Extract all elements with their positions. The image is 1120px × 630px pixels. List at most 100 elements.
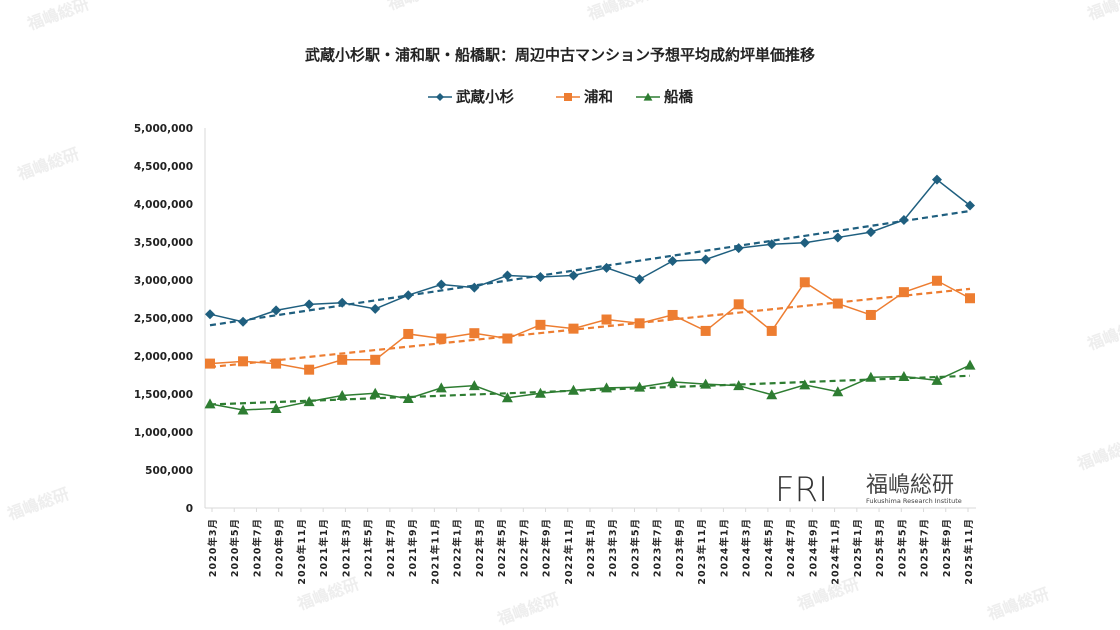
data-point-square (601, 314, 612, 325)
data-point-diamond (568, 270, 579, 281)
x-tick-label: 2022年7月 (518, 518, 530, 577)
data-point-diamond (667, 256, 678, 266)
x-tick-label: 2023年7月 (652, 518, 664, 577)
data-point-triangle (832, 386, 844, 397)
data-point-triangle (270, 402, 282, 413)
data-point-diamond (766, 239, 777, 250)
watermark-text: 福嶋総研 (1084, 314, 1120, 354)
x-tick-label: 2024年11月 (830, 518, 842, 585)
x-tick-label: 2024年9月 (807, 518, 819, 577)
chart-title: 武蔵小杉駅・浦和駅・船橋駅：周辺中古マンション予想平均成約坪単価推移 (305, 46, 815, 64)
x-tick-label: 2020年3月 (207, 518, 219, 577)
data-point-square (766, 325, 777, 336)
x-tick-label: 2022年9月 (541, 518, 553, 577)
trendlines (209, 209, 971, 406)
data-point-triangle (435, 382, 447, 393)
y-tick-label: 5,000,000 (134, 123, 193, 135)
data-point-diamond (601, 262, 612, 273)
data-point-square (238, 356, 249, 367)
trendline-square (209, 287, 971, 369)
data-point-triangle (402, 393, 414, 404)
x-tick-label: 2022年1月 (452, 518, 464, 577)
data-point-diamond (733, 243, 744, 254)
data-point-square (403, 328, 414, 339)
watermark-text: 福嶋総研 (494, 589, 562, 629)
data-point-triangle (733, 380, 745, 391)
x-tick-label: 2025年3月 (874, 518, 886, 577)
watermark-text: 福嶋総研 (984, 584, 1052, 624)
data-point-diamond (965, 200, 975, 211)
data-point-triangle (667, 376, 679, 387)
legend-label: 船橋 (664, 88, 693, 106)
data-point-diamond (799, 237, 810, 248)
x-tick-label: 2021年3月 (340, 518, 352, 577)
x-tick-label: 2020年5月 (229, 518, 241, 577)
data-point-square (469, 328, 480, 339)
x-tick-label: 2021年9月 (407, 518, 419, 577)
data-point-diamond (502, 270, 513, 281)
x-tick-label: 2021年1月 (318, 518, 330, 577)
data-point-diamond (469, 282, 480, 293)
y-tick-label: 2,500,000 (134, 313, 193, 325)
x-tick-label: 2020年11月 (296, 518, 308, 585)
y-tick-label: 500,000 (145, 465, 193, 477)
data-point-diamond (238, 316, 249, 327)
logo-subtitle: Fukushima Research Institute (866, 497, 962, 505)
series (204, 174, 976, 415)
data-point-square (304, 364, 315, 375)
logo-mark: FRI (775, 470, 828, 510)
data-point-square (634, 318, 645, 329)
data-point-square (568, 323, 579, 334)
legend-label: 浦和 (584, 88, 613, 106)
data-point-square (865, 309, 876, 320)
data-point-diamond (271, 305, 282, 316)
x-tick-label: 2023年9月 (674, 518, 686, 577)
data-point-triangle (898, 371, 910, 382)
data-point-diamond (865, 227, 876, 238)
x-tick-label: 2021年7月 (385, 518, 397, 577)
watermark-text: 福嶋総研 (1084, 0, 1120, 24)
x-tick-label: 2025年5月 (896, 518, 908, 577)
data-point-diamond (832, 232, 843, 243)
legend-marker-diamond (436, 93, 444, 101)
x-tick-label: 2022年3月 (474, 518, 486, 577)
logo-name: 福嶋総研 (866, 473, 954, 498)
x-tick-label: 2025年11月 (963, 518, 975, 585)
data-point-triangle (799, 379, 811, 390)
data-point-diamond (403, 290, 414, 301)
data-point-square (965, 293, 975, 304)
x-tick-label: 2025年1月 (852, 518, 864, 577)
data-point-square (799, 277, 810, 288)
watermark-text: 福嶋総研 (4, 484, 72, 524)
x-tick-label: 2023年5月 (629, 518, 641, 577)
x-tick-label: 2025年7月 (919, 518, 931, 577)
data-point-triangle (567, 384, 579, 395)
data-point-triangle (534, 387, 546, 398)
trendline-triangle (209, 374, 971, 406)
x-tick-label: 2020年9月 (274, 518, 286, 577)
data-point-diamond (337, 297, 348, 308)
fri-logo: FRI 福嶋総研 Fukushima Research Institute (775, 470, 962, 510)
data-point-diamond (898, 214, 909, 225)
data-point-triangle (700, 378, 712, 389)
data-point-triangle (468, 380, 480, 391)
y-tick-label: 4,000,000 (134, 199, 193, 211)
data-point-triangle (303, 396, 315, 407)
data-point-triangle (369, 387, 381, 398)
watermark-text: 福嶋総研 (384, 0, 452, 14)
legend-label: 武蔵小杉 (456, 88, 514, 106)
series-line-diamond (209, 178, 971, 323)
y-tick-label: 1,000,000 (134, 427, 193, 439)
x-tick-label: 2023年11月 (696, 518, 708, 585)
data-point-square (337, 354, 348, 365)
data-point-square (667, 309, 678, 320)
y-tick-label: 0 (186, 503, 193, 515)
data-point-square (700, 325, 711, 336)
trendline-diamond (209, 209, 971, 327)
x-tick-label: 2024年1月 (718, 518, 730, 577)
data-point-square (436, 333, 447, 344)
x-tick-label: 2021年11月 (429, 518, 441, 585)
legend-marker-square (564, 93, 572, 101)
data-point-square (832, 298, 843, 309)
watermark-text: 福嶋総研 (24, 0, 92, 34)
